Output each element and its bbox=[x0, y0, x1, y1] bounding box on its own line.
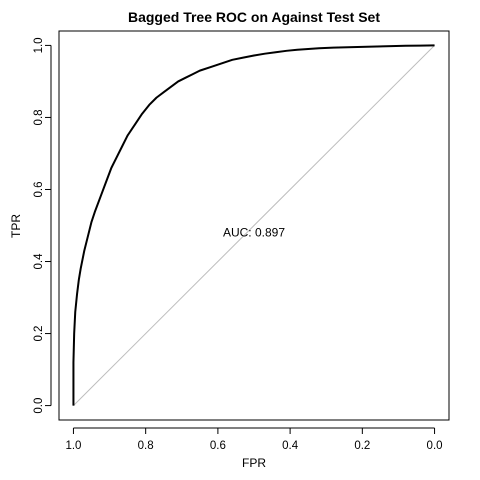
y-tick-label: 0.6 bbox=[33, 181, 45, 197]
roc-curve-line-0 bbox=[72, 44, 435, 406]
series-layer bbox=[72, 44, 435, 406]
x-tick-label: 0.8 bbox=[138, 440, 154, 452]
y-tick-label: 1.0 bbox=[33, 37, 45, 53]
diagonal-reference-line bbox=[73, 45, 435, 406]
y-tick-label: 0.2 bbox=[33, 326, 45, 342]
auc-annotation: AUC: 0.897 bbox=[223, 226, 285, 240]
y-tick-label: 0.0 bbox=[33, 398, 45, 414]
x-tick-label: 0.2 bbox=[354, 440, 370, 452]
x-tick-label: 0.4 bbox=[282, 440, 299, 452]
y-axis-label: TPR bbox=[9, 214, 23, 238]
plot-area: AUC: 0.897 bbox=[58, 30, 450, 421]
plot-frame bbox=[58, 30, 450, 421]
chart-title: Bagged Tree ROC on Against Test Set bbox=[128, 9, 380, 25]
x-axis: 1.0 0.8 0.6 0.4 0.2 0.0 bbox=[65, 427, 443, 452]
y-tick-label: 0.8 bbox=[33, 109, 45, 125]
x-axis-label: FPR bbox=[242, 456, 266, 470]
y-tick-label: 0.4 bbox=[33, 253, 45, 270]
x-tick-label: 1.0 bbox=[65, 440, 81, 452]
x-tick-label: 0.6 bbox=[210, 440, 226, 452]
x-tick-label: 0.0 bbox=[427, 440, 443, 452]
y-axis: 0.0 0.2 0.4 0.6 0.8 1.0 bbox=[33, 37, 52, 414]
